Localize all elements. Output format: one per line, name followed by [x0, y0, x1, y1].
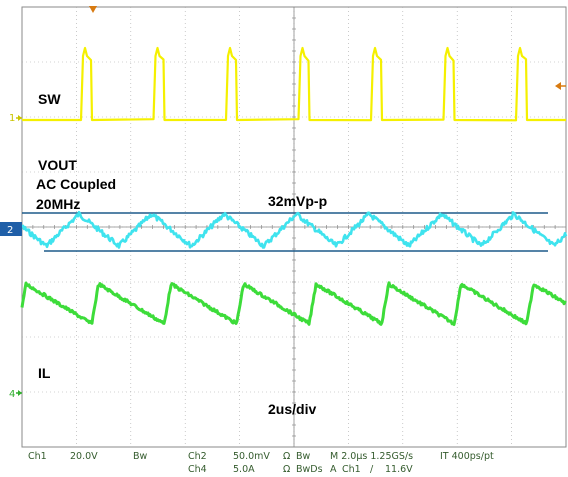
timebase-annotation: 2us/div: [268, 401, 316, 417]
ripple-annotation: 32mVp-p: [268, 193, 327, 209]
trigger-source[interactable]: Ch1: [342, 464, 361, 475]
svg-text:4: 4: [9, 389, 15, 400]
ch2-bandwidth-icon: Bw: [296, 451, 311, 462]
ch2-impedance-icon: Ω: [283, 451, 290, 462]
trigger-prefix: A: [330, 464, 337, 475]
ch2-bandwidth-label: 20MHz: [36, 196, 80, 212]
trigger-level-value[interactable]: 11.6V: [385, 464, 413, 475]
ch4-label: IL: [38, 365, 51, 381]
ch2-status-label[interactable]: Ch2: [188, 451, 207, 462]
ch1-ground-marker[interactable]: 1: [9, 113, 22, 124]
ch1-status-label[interactable]: Ch1: [28, 451, 47, 462]
trigger-level-icon[interactable]: [555, 82, 566, 90]
graticule-grid: [21, 6, 567, 448]
ch1-bandwidth-icon: Bw: [133, 451, 148, 462]
ch2-scale-value[interactable]: 50.0mV: [233, 451, 270, 462]
status-bar: Ch1 20.0V Bw Ch2 50.0mV Ω Bw Ch4 5.0A Ω …: [28, 451, 494, 475]
ch2-coupling-label: AC Coupled: [36, 176, 116, 192]
ch1-label: SW: [38, 91, 61, 107]
interpolation-setting[interactable]: IT 400ps/pt: [440, 451, 494, 462]
ch4-inductor-current-trace: [20, 281, 567, 326]
svg-text:1: 1: [9, 113, 15, 124]
ch2-label: VOUT: [38, 157, 77, 173]
ch1-switch-node-trace: [22, 46, 566, 122]
ch4-status-label[interactable]: Ch4: [188, 464, 207, 475]
ch1-scale-value[interactable]: 20.0V: [70, 451, 98, 462]
svg-text:2: 2: [7, 225, 13, 236]
trigger-position-icon[interactable]: [89, 6, 97, 13]
horizontal-settings[interactable]: M 2.0µs 1.25GS/s: [330, 451, 413, 462]
ch2-output-ripple-trace: [21, 210, 568, 249]
ch4-scale-value[interactable]: 5.0A: [233, 464, 255, 475]
trigger-slope-icon[interactable]: /: [370, 464, 374, 475]
ch4-impedance-icon: Ω: [283, 464, 290, 475]
ch4-ground-marker[interactable]: 4: [9, 389, 22, 400]
ch4-bandwidth-icon: BwDs: [296, 464, 323, 475]
ch2-ground-marker[interactable]: 2: [0, 222, 22, 236]
